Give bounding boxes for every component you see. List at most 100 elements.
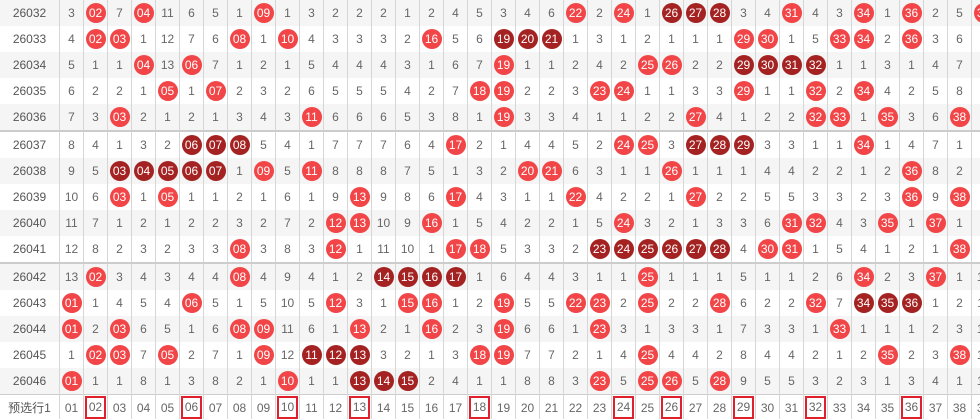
pick-cell[interactable]: 05: [155, 394, 180, 419]
pick-cell[interactable]: 18: [467, 394, 492, 419]
pick-cell[interactable]: 19: [491, 394, 516, 419]
pick-cell[interactable]: 07: [203, 394, 228, 419]
pick-cell[interactable]: 20: [515, 394, 540, 419]
miss-count: 2: [371, 316, 396, 342]
miss-count: 3: [827, 0, 852, 26]
miss-count: 2: [803, 158, 828, 184]
consecutive-ball: 25: [637, 239, 658, 259]
pick-cell[interactable]: 13: [347, 394, 372, 419]
pick-cell[interactable]: 28: [707, 394, 732, 419]
pick-cell[interactable]: 17: [443, 394, 468, 419]
pick-cell[interactable]: 23: [587, 394, 612, 419]
pick-cell[interactable]: 30: [755, 394, 780, 419]
pick-cell[interactable]: 16: [419, 394, 444, 419]
pick-cell[interactable]: 06: [179, 394, 204, 419]
miss-count: 2: [83, 316, 108, 342]
miss-count: 1: [707, 316, 732, 342]
pick-cell[interactable]: 31: [779, 394, 804, 419]
pick-cell[interactable]: 10: [275, 394, 300, 419]
issue-number: 26044: [0, 316, 60, 342]
miss-count: 1: [443, 158, 468, 184]
issue-number: 26046: [0, 368, 60, 395]
miss-count: 1: [779, 78, 804, 104]
hit-ball: 22: [565, 3, 586, 23]
miss-count: 12: [59, 236, 84, 263]
pick-cell[interactable]: 32: [803, 394, 828, 419]
pick-cell[interactable]: 21: [539, 394, 564, 419]
hit-cell: 22: [563, 184, 588, 210]
draw-row: 26033 4 02 03 1 12 7 6 08 1 10 4 3 3 3 2 16 5 6 19 20 21 1 3 1 2 1…: [0, 26, 980, 52]
hit-ball: 09: [253, 3, 274, 23]
hit-ball: 03: [109, 345, 130, 365]
draw-row: 26044 01 2 03 6 5 1 6 08 09 11 6 1 13 2 1 16 2 3 19 6 6 1 23 3 1 3…: [0, 316, 980, 342]
hit-ball: 03: [109, 29, 130, 49]
pick-cell[interactable]: 22: [563, 394, 588, 419]
pick-cell[interactable]: 24: [611, 394, 636, 419]
hit-cell: 19: [491, 26, 516, 52]
miss-count: 3: [395, 52, 420, 78]
pick-cell[interactable]: 11: [299, 394, 324, 419]
miss-count: 7: [371, 130, 396, 158]
hit-cell: 28: [707, 368, 732, 395]
miss-count: 4: [707, 104, 732, 131]
pick-cell[interactable]: 37: [923, 394, 948, 419]
hit-ball: 01: [61, 293, 82, 313]
pick-cell[interactable]: 35: [875, 394, 900, 419]
number-option: 38: [952, 400, 967, 415]
pick-cell[interactable]: 12: [323, 394, 348, 419]
miss-count: 5: [443, 26, 468, 52]
hit-cell: 27: [683, 0, 708, 26]
pick-cell[interactable]: 02: [83, 394, 108, 419]
pick-cell[interactable]: 09: [251, 394, 276, 419]
hit-cell: 05: [155, 184, 180, 210]
miss-count: 9: [395, 210, 420, 236]
pick-cell[interactable]: 36: [899, 394, 924, 419]
miss-count: 2: [203, 210, 228, 236]
hit-ball: 03: [109, 107, 130, 127]
pick-cell[interactable]: 03: [107, 394, 132, 419]
pick-cell[interactable]: 14: [371, 394, 396, 419]
miss-count: 2: [155, 130, 180, 158]
pick-cell[interactable]: 27: [683, 394, 708, 419]
hit-cell: 36: [899, 184, 924, 210]
miss-count: 2: [899, 78, 924, 104]
pick-cell[interactable]: 39: [971, 394, 980, 419]
issue-number: 26036: [0, 104, 60, 131]
miss-count: 3: [563, 262, 588, 290]
miss-count: 4: [131, 262, 156, 290]
miss-count: 6: [467, 26, 492, 52]
hit-cell: 13: [347, 184, 372, 210]
miss-count: 7: [83, 210, 108, 236]
pick-cell[interactable]: 01: [59, 394, 84, 419]
miss-count: 8: [347, 158, 372, 184]
miss-count: 1: [659, 26, 684, 52]
pick-cell[interactable]: 33: [827, 394, 852, 419]
pick-cell[interactable]: 26: [659, 394, 684, 419]
miss-count: 11: [371, 236, 396, 263]
hit-ball: 23: [589, 319, 610, 339]
miss-count: 1: [251, 184, 276, 210]
miss-count: 9: [923, 184, 948, 210]
pick-cell[interactable]: 04: [131, 394, 156, 419]
hit-ball: 16: [421, 29, 442, 49]
hit-cell: 05: [155, 78, 180, 104]
miss-count: 3: [371, 342, 396, 368]
pick-cell[interactable]: 29: [731, 394, 756, 419]
miss-count: 2: [611, 184, 636, 210]
hit-cell: 32: [803, 290, 828, 316]
pick-cell[interactable]: 34: [851, 394, 876, 419]
issue-number: 26042: [0, 262, 60, 290]
pick-cell[interactable]: 38: [947, 394, 972, 419]
number-option: 17: [448, 400, 463, 415]
hit-ball: 12: [325, 239, 346, 259]
miss-count: 5: [371, 78, 396, 104]
consecutive-ball: 30: [757, 55, 778, 75]
miss-count: 4: [443, 0, 468, 26]
miss-count: 5: [251, 290, 276, 316]
hit-cell: 21: [539, 26, 564, 52]
hit-cell: 28: [707, 290, 732, 316]
pick-cell[interactable]: 15: [395, 394, 420, 419]
number-option: 28: [712, 400, 727, 415]
pick-cell[interactable]: 25: [635, 394, 660, 419]
pick-cell[interactable]: 08: [227, 394, 252, 419]
